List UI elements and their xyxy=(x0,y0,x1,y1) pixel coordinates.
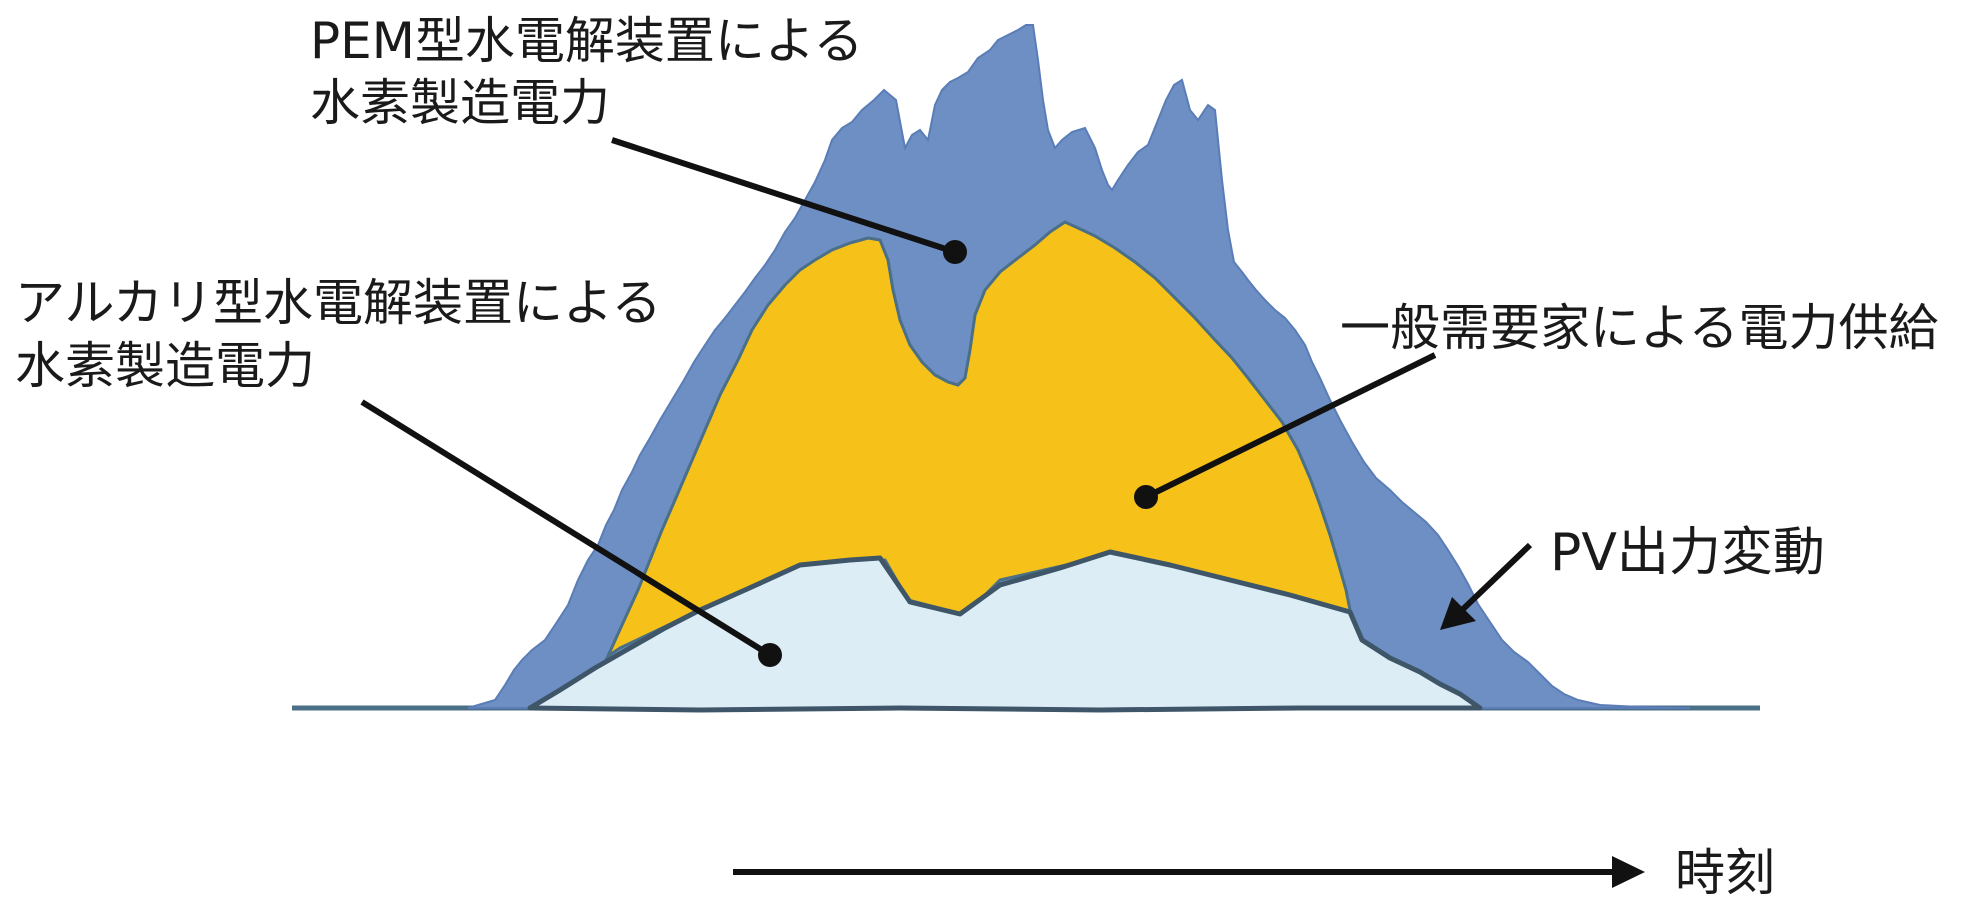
pem-label-line1: PEM型水電解装置による xyxy=(310,12,863,70)
pv-variation-label: PV出力変動 xyxy=(1550,523,1825,583)
alkaline-label-line2: 水素製造電力 xyxy=(15,337,315,395)
general-pointer-line xyxy=(1144,352,1437,500)
pv-pointer-line xyxy=(1457,542,1533,615)
pem-label-line2: 水素製造電力 xyxy=(310,74,610,132)
alkaline-pointer-dot xyxy=(758,643,782,667)
pv-pointer-arrowhead xyxy=(1440,597,1476,630)
pem-pointer-line xyxy=(611,137,956,255)
alkaline-pointer-line xyxy=(360,399,772,658)
alkaline-label-line1: アルカリ型水電解装置による xyxy=(15,274,662,332)
general-pointer-dot xyxy=(1134,485,1158,509)
general-supply-label: 一般需要家による電力供給 xyxy=(1340,299,1939,357)
time-axis-arrowhead xyxy=(1612,856,1645,888)
time-axis-label: 時刻 xyxy=(1675,844,1775,899)
pem-pointer-dot xyxy=(943,240,967,264)
